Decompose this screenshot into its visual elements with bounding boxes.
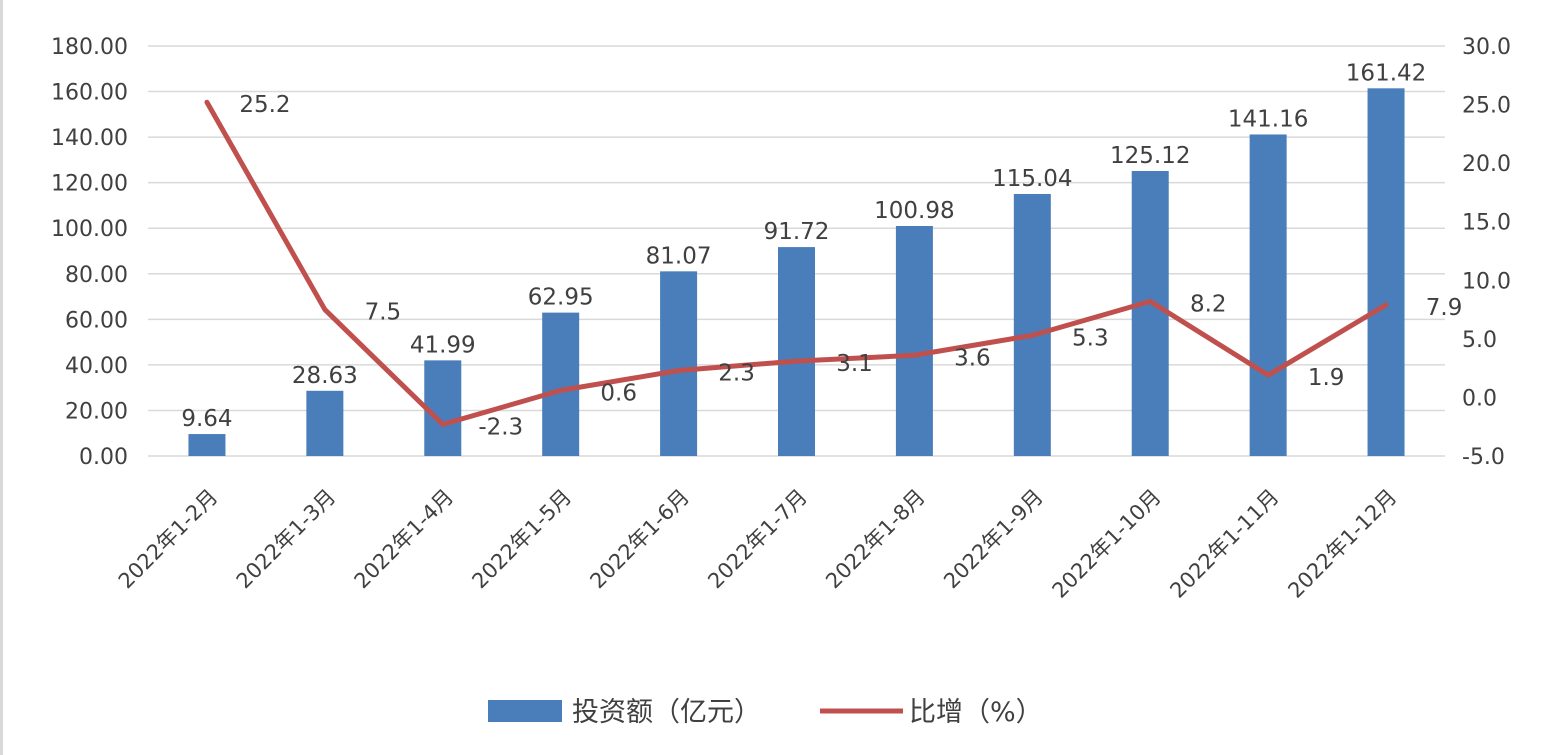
bar-value-label: 100.98	[874, 198, 954, 224]
x-category-label: 2022年1-10月	[1048, 485, 1166, 603]
y-tick-label: 60.00	[65, 308, 128, 333]
x-category-label: 2022年1-6月	[585, 485, 694, 594]
line-value-label: 8.2	[1190, 291, 1227, 317]
x-category-label: 2022年1-7月	[703, 485, 812, 594]
bar	[1367, 88, 1405, 457]
x-category-label: 2022年1-9月	[939, 485, 1048, 594]
line-value-label: 3.6	[954, 345, 991, 371]
bar	[188, 434, 226, 456]
line-value-label: 7.5	[365, 300, 402, 326]
y2-tick-label: 25.0	[1462, 94, 1511, 119]
y-tick-label: 40.00	[65, 354, 128, 379]
line-value-label: 0.6	[600, 380, 637, 406]
y2-tick-label: 15.0	[1462, 211, 1511, 236]
line-value-label: 2.3	[718, 360, 755, 386]
bar	[1131, 171, 1169, 456]
x-category-label: 2022年1-3月	[232, 485, 341, 594]
bar	[306, 390, 344, 456]
bar	[424, 360, 462, 456]
bar-value-label: 62.95	[528, 285, 594, 311]
legend: 投资额（亿元） 比增（%）	[488, 697, 1043, 728]
y-tick-label: 100.00	[51, 217, 128, 242]
bar	[542, 312, 580, 456]
bar-value-label: 41.99	[410, 332, 476, 358]
y-tick-label: 180.00	[51, 35, 128, 60]
legend-swatch-bar	[488, 700, 562, 722]
legend-label-bar: 投资额（亿元）	[572, 697, 761, 728]
bar	[778, 247, 815, 456]
y2-tick-label: -5.0	[1462, 445, 1505, 470]
x-category-label: 2022年1-2月	[114, 485, 223, 594]
x-category-label: 2022年1-11月	[1166, 485, 1284, 603]
bar	[895, 225, 933, 456]
x-category-label: 2022年1-5月	[467, 485, 576, 594]
bar	[1013, 193, 1051, 456]
y-tick-label: 120.00	[51, 172, 128, 197]
bar-value-label: 28.63	[292, 363, 358, 389]
y2-tick-label: 20.0	[1462, 152, 1511, 177]
y-tick-label: 160.00	[51, 81, 128, 106]
y2-tick-label: 0.0	[1462, 386, 1497, 411]
y2-tick-label: 30.0	[1462, 35, 1511, 60]
y2-tick-label: 10.0	[1462, 269, 1511, 294]
legend-label-line: 比增（%）	[909, 697, 1043, 728]
x-category-label: 2022年1-8月	[821, 485, 930, 594]
y-tick-label: 20.00	[65, 399, 128, 424]
line-value-label: 5.3	[1072, 325, 1109, 351]
y-tick-label: 140.00	[51, 126, 128, 151]
y-tick-label: 0.00	[79, 445, 128, 470]
bar	[660, 271, 698, 456]
bar-value-label: 91.72	[764, 219, 830, 245]
growth-line	[204, 99, 1389, 427]
bar-value-label: 141.16	[1228, 106, 1308, 132]
bar-value-label: 9.64	[181, 406, 232, 432]
line-value-label: 25.2	[239, 92, 290, 118]
bar-value-label: 81.07	[646, 243, 712, 269]
y-tick-label: 80.00	[65, 263, 128, 288]
line-value-label: 1.9	[1308, 365, 1345, 391]
bar	[1249, 134, 1287, 457]
bar-value-label: 125.12	[1110, 143, 1190, 169]
bar-value-label: 115.04	[992, 166, 1072, 192]
left-border	[0, 0, 3, 755]
line-value-label: -2.3	[478, 414, 523, 440]
y2-tick-label: 5.0	[1462, 328, 1497, 353]
bar-value-label: 161.42	[1346, 60, 1426, 86]
x-category-label: 2022年1-4月	[350, 485, 459, 594]
line-value-label: 3.1	[836, 351, 873, 377]
line-value-label: 7.9	[1426, 295, 1463, 321]
x-category-label: 2022年1-12月	[1283, 485, 1401, 603]
